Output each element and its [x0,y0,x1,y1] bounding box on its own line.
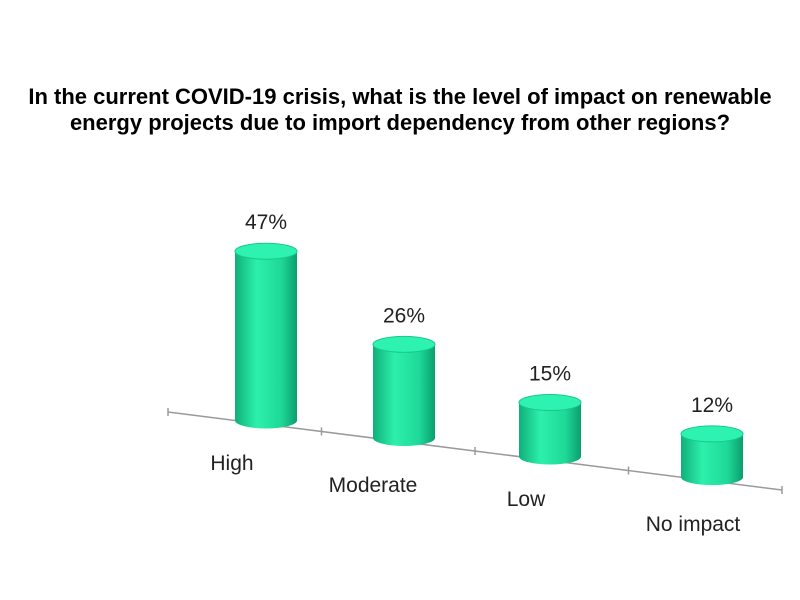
bar-top [680,425,744,443]
category-label: Moderate [329,474,418,497]
bar-top [234,242,298,260]
bar [234,242,298,429]
data-label: 47% [245,211,287,234]
data-label: 15% [529,363,571,386]
bar-top [518,394,582,412]
bar-body [235,251,297,429]
bar-body [681,433,743,486]
bar-body [373,344,435,446]
category-label: Low [507,488,546,511]
bar [680,425,744,486]
category-label: No impact [646,513,741,536]
bar-body [519,402,581,465]
bar-top [372,335,436,353]
bar [518,394,582,465]
bar [372,335,436,446]
chart-title: In the current COVID-19 crisis, what is … [28,84,772,135]
data-label: 26% [383,304,425,327]
category-label: High [210,452,253,475]
data-label: 12% [691,394,733,417]
